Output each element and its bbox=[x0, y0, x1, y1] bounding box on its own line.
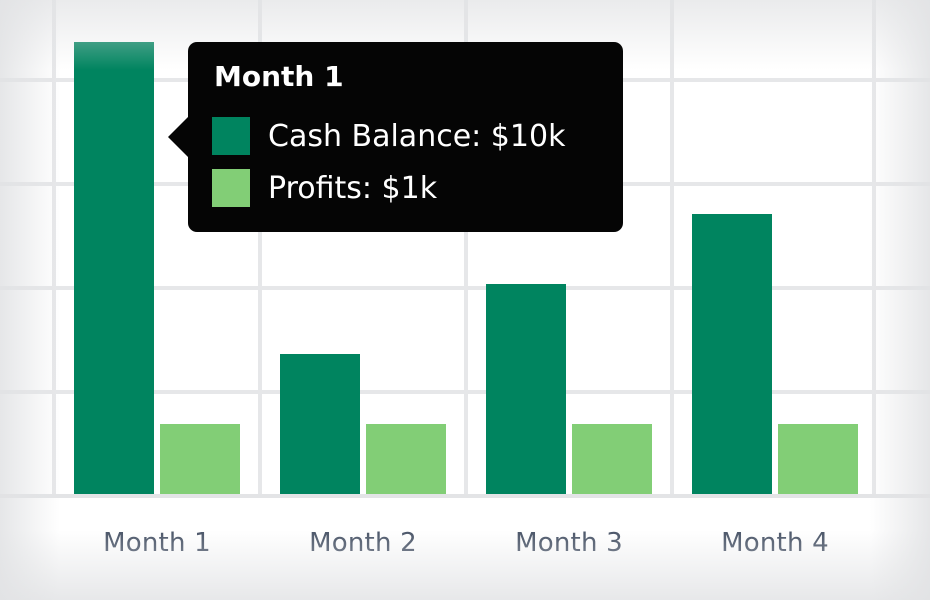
grid-line-vertical bbox=[52, 0, 56, 498]
bar-cash-balance-month-3[interactable] bbox=[486, 284, 566, 494]
bar-profits-month-1[interactable] bbox=[160, 424, 240, 494]
bar-profits-month-3[interactable] bbox=[572, 424, 652, 494]
tooltip-cash-balance-text: Cash Balance: $10k bbox=[268, 118, 566, 154]
bar-cash-balance-month-2[interactable] bbox=[280, 354, 360, 494]
grid-line-vertical bbox=[670, 0, 674, 498]
tooltip-pointer-arrow bbox=[168, 117, 188, 157]
bar-cash-balance-month-4[interactable] bbox=[692, 214, 772, 494]
bar-profits-month-2[interactable] bbox=[366, 424, 446, 494]
x-axis-label-month-3: Month 3 bbox=[515, 528, 623, 558]
grid-line-vertical bbox=[872, 0, 876, 498]
x-axis-baseline bbox=[0, 494, 930, 498]
bar-profits-month-4[interactable] bbox=[778, 424, 858, 494]
profits-swatch-icon bbox=[212, 169, 250, 207]
bar-cash-balance-month-1[interactable] bbox=[74, 42, 154, 494]
x-axis-label-month-1: Month 1 bbox=[103, 528, 211, 558]
cash-balance-swatch-icon bbox=[212, 117, 250, 155]
tooltip-row-profits: Profits: $1k bbox=[212, 169, 437, 207]
chart-tooltip: Month 1 Cash Balance: $10k Profits: $1k bbox=[168, 42, 623, 232]
tooltip-row-cash-balance: Cash Balance: $10k bbox=[212, 117, 565, 155]
tooltip-title: Month 1 bbox=[214, 60, 344, 93]
x-axis-label-month-4: Month 4 bbox=[721, 528, 829, 558]
tooltip-profits-text: Profits: $1k bbox=[268, 170, 438, 206]
x-axis-label-month-2: Month 2 bbox=[309, 528, 417, 558]
